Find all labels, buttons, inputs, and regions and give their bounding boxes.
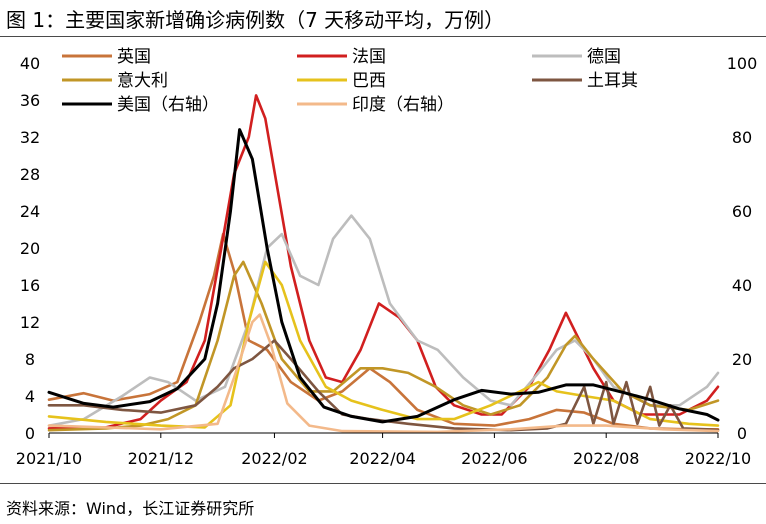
y-left-tick-label: 32 xyxy=(20,128,40,147)
series-3-legend-label: 德国 xyxy=(587,47,621,67)
series-7-legend-label: 美国（右轴） xyxy=(117,95,219,115)
x-tick-label: 2021/12 xyxy=(128,449,194,468)
x-tick-label: 2022/10 xyxy=(685,449,751,468)
x-tick-label: 2022/04 xyxy=(349,449,415,468)
series-lines xyxy=(47,94,720,434)
series-1-legend-label: 英国 xyxy=(117,47,151,67)
title-divider xyxy=(0,36,766,37)
y-left-tick-label: 12 xyxy=(20,313,40,332)
series-6-legend-label: 土耳其 xyxy=(587,71,638,91)
series-8-line xyxy=(47,313,720,434)
x-tick-label: 2021/10 xyxy=(16,449,82,468)
series-7-line xyxy=(47,128,720,424)
y-right-tick-label: 40 xyxy=(732,276,752,295)
series-8-legend-label: 印度（右轴） xyxy=(352,95,454,115)
x-tick-label: 2022/06 xyxy=(461,449,527,468)
y-right-tick-label: 100 xyxy=(727,54,758,73)
chart-axes: 0 4 8 12 16 20 24 28 32 36 40 0 20 40 60 80 100 2021/10 20… xyxy=(16,54,758,468)
y-left-tick-label: 36 xyxy=(20,91,40,110)
source-note: 资料来源：Wind，长江证券研究所 xyxy=(6,499,255,518)
y-right-tick-label: 20 xyxy=(732,350,752,369)
figure-title: 图 1：主要国家新增确诊病例数（7 天移动平均，万例） xyxy=(6,8,505,32)
y-left-tick-label: 8 xyxy=(25,350,35,369)
x-tick-label: 2022/02 xyxy=(241,449,307,468)
y-right-tick-label: 60 xyxy=(732,202,752,221)
y-left-tick-label: 28 xyxy=(20,165,40,184)
y-right-tick-label: 0 xyxy=(737,424,747,443)
series-1-line xyxy=(47,232,720,431)
y-left-tick-label: 16 xyxy=(20,276,40,295)
x-tick-label: 2022/08 xyxy=(573,449,639,468)
y-right-tick-label: 80 xyxy=(732,128,752,147)
series-2-legend-label: 法国 xyxy=(352,47,386,67)
y-left-tick-label: 20 xyxy=(20,239,40,258)
series-4-legend-label: 意大利 xyxy=(117,71,168,91)
y-left-tick-label: 24 xyxy=(20,202,40,221)
y-left-tick-label: 0 xyxy=(25,424,35,443)
y-left-tick-label: 40 xyxy=(20,54,40,73)
y-left-tick-label: 4 xyxy=(25,387,35,406)
series-5-legend-label: 巴西 xyxy=(352,71,386,91)
source-divider xyxy=(0,483,766,484)
series-4-line xyxy=(47,260,720,432)
